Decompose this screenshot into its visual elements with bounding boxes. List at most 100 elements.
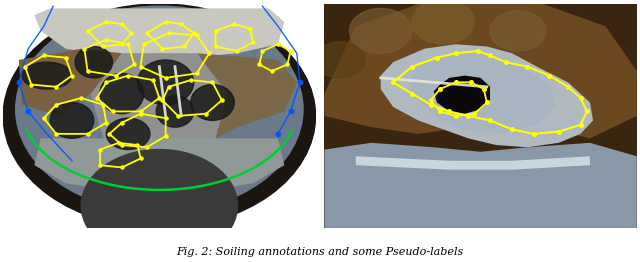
Point: [161, 134, 171, 138]
Point: [522, 64, 532, 69]
Point: [83, 29, 93, 33]
Point: [435, 87, 445, 91]
Point: [139, 42, 149, 46]
Ellipse shape: [75, 46, 113, 78]
Point: [67, 74, 77, 78]
Point: [26, 83, 36, 87]
Polygon shape: [19, 49, 122, 116]
Circle shape: [349, 8, 412, 53]
Point: [141, 145, 152, 149]
Point: [141, 31, 152, 35]
Point: [98, 44, 108, 48]
Point: [285, 109, 296, 113]
Polygon shape: [324, 4, 637, 228]
Point: [192, 33, 202, 37]
Point: [13, 80, 24, 84]
Polygon shape: [35, 8, 284, 58]
Point: [529, 132, 539, 136]
Point: [285, 49, 296, 53]
Point: [472, 49, 483, 53]
Point: [116, 165, 127, 170]
Point: [273, 42, 283, 46]
Polygon shape: [197, 53, 297, 138]
Point: [101, 121, 111, 125]
Point: [61, 56, 71, 60]
Point: [126, 31, 136, 35]
Point: [451, 114, 461, 118]
Point: [136, 109, 146, 113]
Point: [254, 62, 264, 67]
Point: [435, 109, 445, 113]
Point: [485, 53, 495, 58]
Point: [38, 116, 49, 120]
Ellipse shape: [106, 118, 150, 150]
Point: [148, 78, 158, 82]
Polygon shape: [91, 53, 228, 161]
Point: [111, 74, 121, 78]
Point: [114, 141, 124, 145]
Point: [211, 44, 221, 48]
Point: [575, 96, 586, 100]
Point: [95, 163, 105, 167]
Point: [575, 123, 586, 127]
Polygon shape: [381, 44, 593, 147]
Point: [101, 80, 111, 84]
Polygon shape: [412, 53, 556, 134]
Point: [136, 112, 146, 116]
Point: [186, 78, 196, 82]
Polygon shape: [434, 76, 490, 114]
Point: [51, 132, 61, 136]
Point: [157, 47, 168, 51]
Point: [469, 112, 479, 116]
Point: [161, 76, 171, 80]
Circle shape: [490, 11, 546, 51]
Point: [116, 143, 127, 147]
Point: [136, 64, 146, 69]
Ellipse shape: [191, 85, 234, 121]
Point: [123, 42, 133, 46]
Polygon shape: [324, 143, 637, 228]
Point: [273, 132, 283, 136]
Point: [92, 96, 102, 100]
Point: [76, 96, 86, 100]
Circle shape: [552, 24, 609, 64]
Point: [426, 103, 436, 107]
Ellipse shape: [100, 73, 144, 114]
Point: [164, 31, 174, 35]
Point: [463, 114, 473, 118]
Point: [108, 109, 118, 113]
Point: [479, 87, 489, 91]
Point: [20, 64, 30, 69]
Point: [257, 49, 268, 53]
Point: [192, 71, 202, 75]
Point: [207, 80, 218, 84]
Point: [426, 98, 436, 102]
Circle shape: [315, 42, 365, 78]
Point: [554, 129, 564, 134]
Point: [229, 22, 239, 26]
Ellipse shape: [22, 62, 72, 89]
Point: [189, 31, 199, 35]
Text: Fig. 2: Soiling annotations and some Pseudo-labels: Fig. 2: Soiling annotations and some Pse…: [177, 247, 463, 257]
Point: [98, 103, 108, 107]
Point: [201, 112, 211, 116]
Point: [500, 60, 511, 64]
Point: [444, 109, 454, 113]
Point: [132, 143, 143, 147]
Point: [95, 148, 105, 152]
Point: [466, 80, 476, 84]
Circle shape: [3, 4, 316, 228]
Point: [51, 103, 61, 107]
Point: [123, 74, 133, 78]
Point: [164, 85, 174, 89]
Point: [154, 96, 164, 100]
Point: [51, 85, 61, 89]
Point: [176, 22, 186, 26]
Point: [482, 100, 492, 105]
Point: [407, 64, 417, 69]
Point: [136, 156, 146, 161]
Point: [232, 49, 243, 53]
Point: [157, 98, 168, 102]
Point: [295, 80, 305, 84]
Ellipse shape: [156, 96, 194, 127]
